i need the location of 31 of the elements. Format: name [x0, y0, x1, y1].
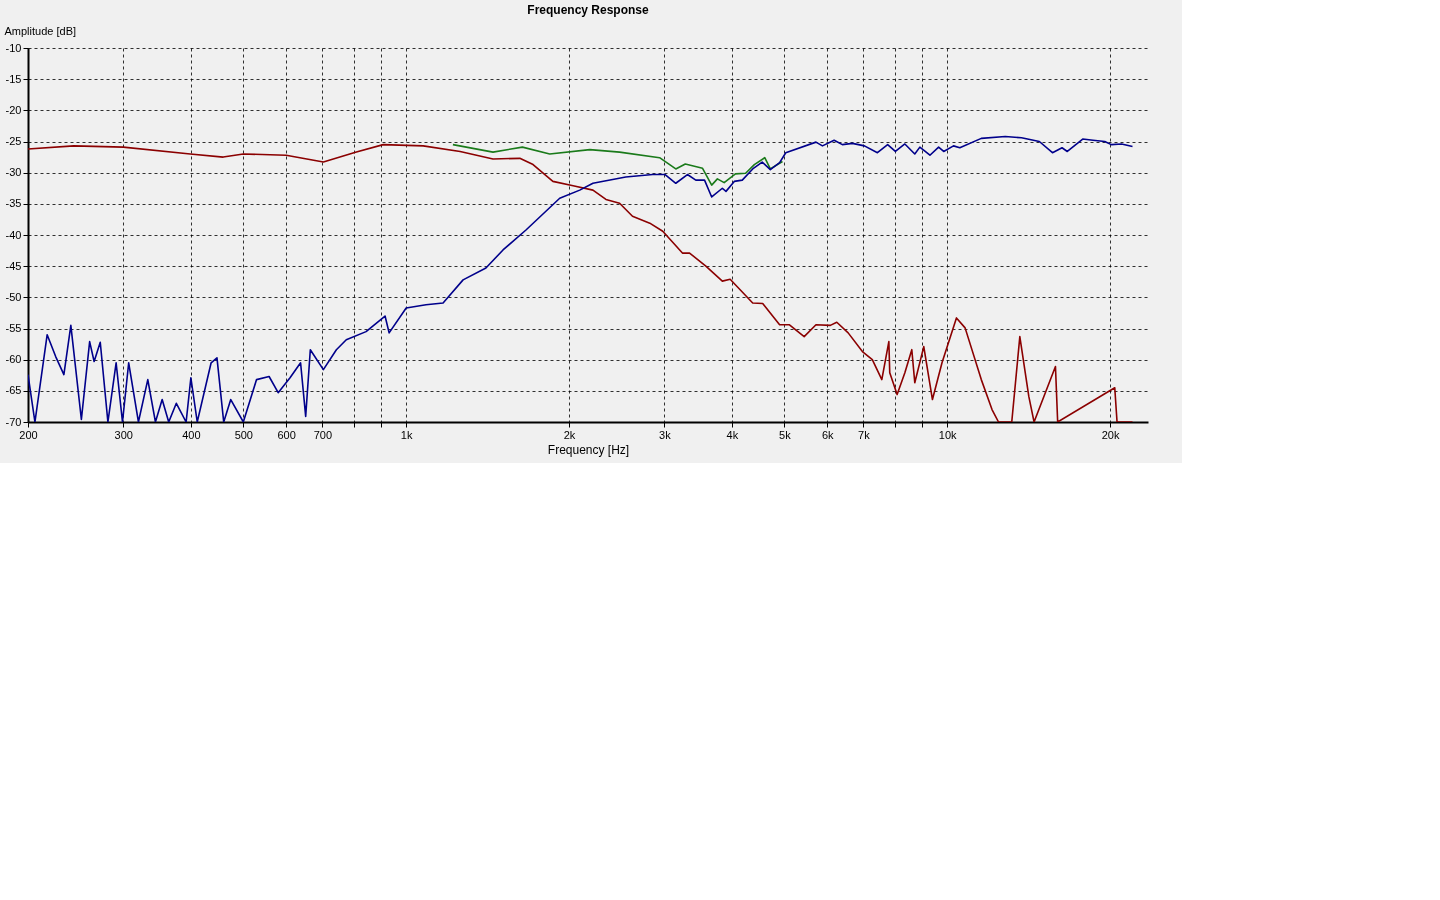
x-tick-label: 200 [19, 428, 38, 441]
y-tick-label: -55 [5, 322, 22, 334]
y-tick-label: -15 [5, 72, 22, 85]
x-tick-label: 6k [821, 428, 835, 441]
x-tick-label: 2k [563, 428, 576, 441]
y-tick-label: -50 [5, 290, 22, 303]
x-tick-label: 300 [114, 428, 133, 441]
x-tick-label: 1k [400, 428, 413, 441]
chart-title: Frequency Response [527, 3, 650, 17]
x-tick-label: 500 [234, 428, 253, 441]
y-tick-label: -25 [5, 135, 22, 147]
x-tick-label: 7k [858, 428, 871, 441]
y-axis-title: Amplitude [dB] [4, 24, 77, 37]
y-tick-label: -60 [5, 353, 22, 366]
x-tick-label: 400 [182, 428, 201, 441]
y-tick-label: -70 [5, 415, 22, 428]
x-tick-label: 3k [659, 428, 672, 441]
x-axis-title: Frequency [Hz] [547, 442, 630, 457]
y-tick-label: -65 [5, 384, 22, 397]
x-tick-label: 20k [1101, 428, 1120, 441]
y-tick-label: -35 [5, 197, 22, 210]
y-tick-label: -20 [5, 103, 22, 116]
x-tick-label: 4k [726, 428, 739, 441]
y-tick-label: -30 [5, 166, 22, 179]
x-tick-label: 700 [313, 428, 333, 441]
y-tick-label: -10 [5, 41, 22, 54]
y-tick-label: -45 [5, 259, 22, 272]
x-tick-label: 5k [779, 428, 792, 441]
y-tick-label: -40 [5, 228, 22, 241]
x-tick-label: 10k [938, 428, 958, 441]
x-tick-label: 600 [277, 428, 296, 441]
